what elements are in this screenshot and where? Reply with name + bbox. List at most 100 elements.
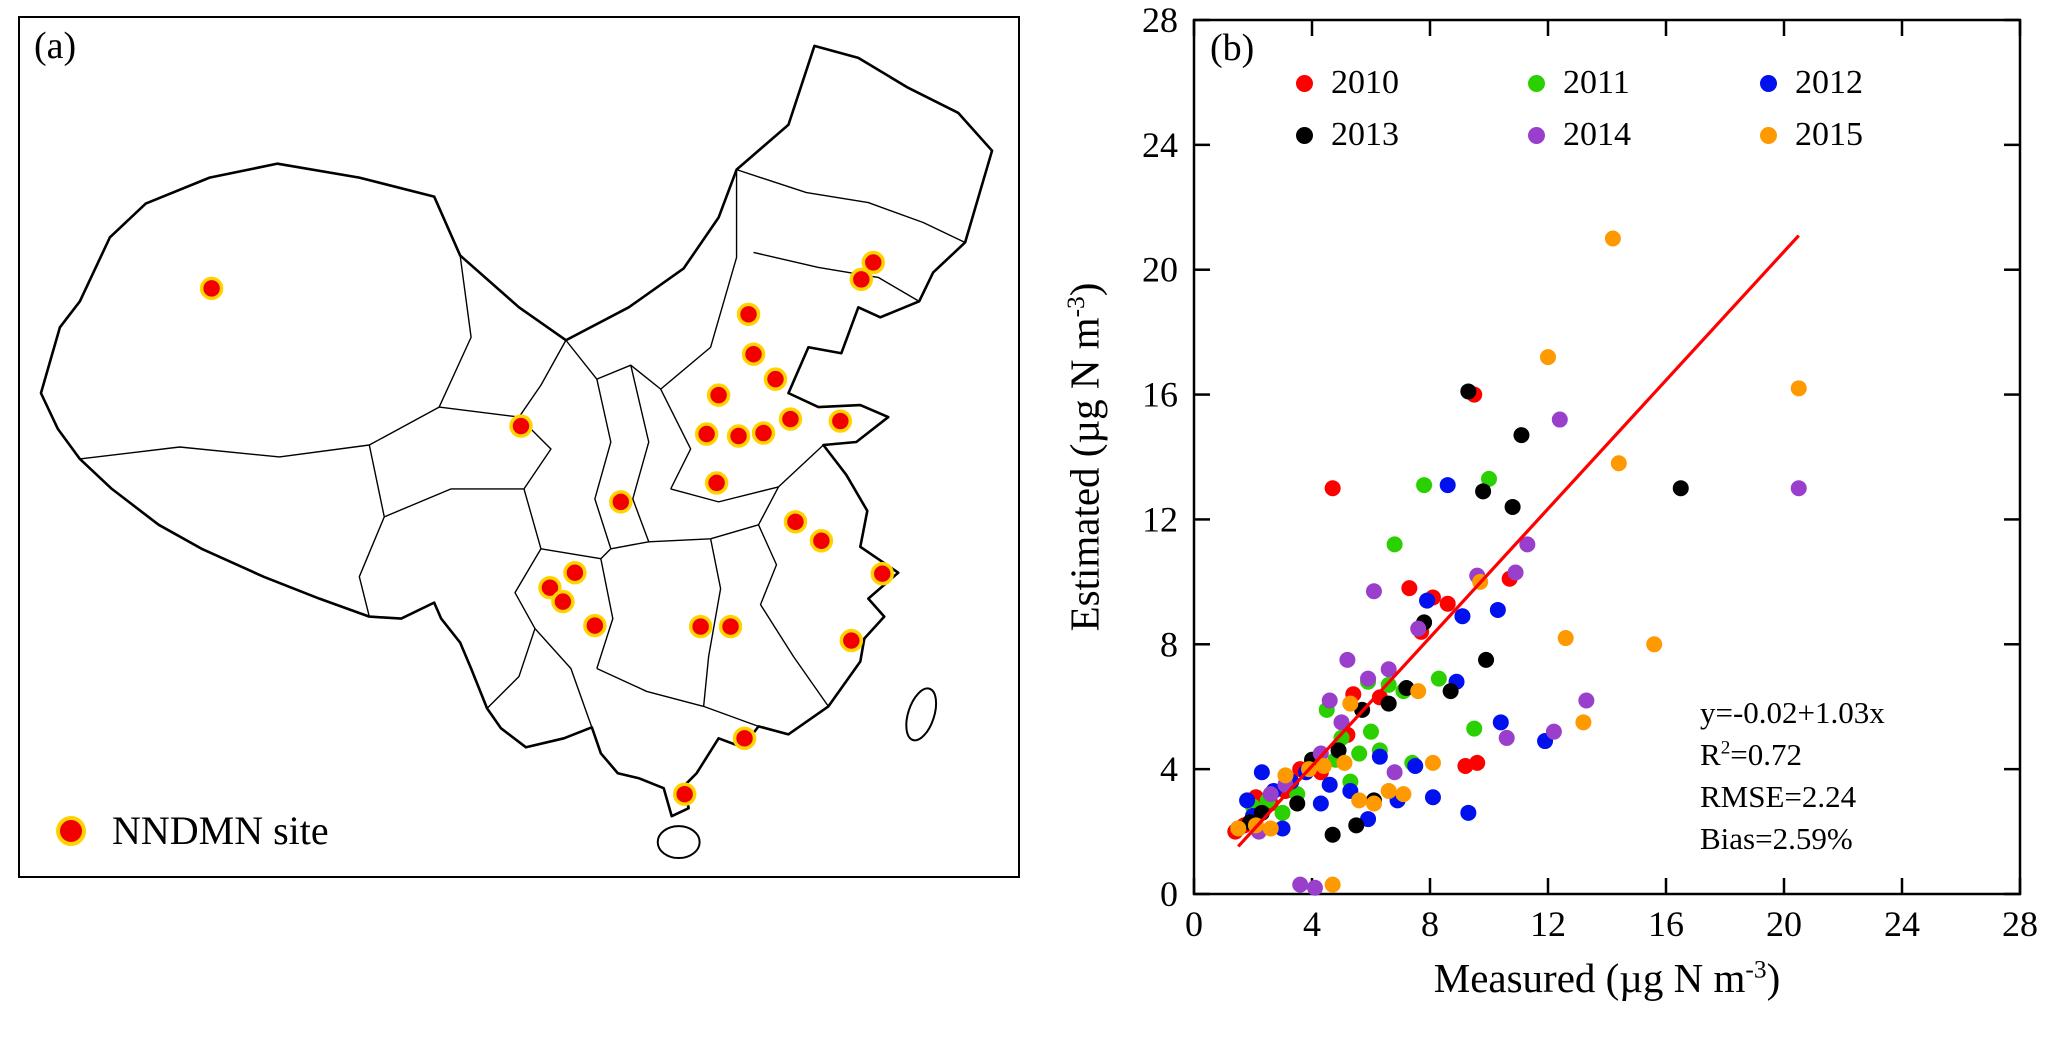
- nndmn-site-marker: [809, 529, 834, 553]
- scatter-point-2011: [1363, 723, 1379, 740]
- scatter-point-2014: [1386, 764, 1403, 781]
- legend-item-2011: 2011: [1528, 64, 1760, 102]
- nndmn-site-marker: [706, 383, 731, 407]
- y-tick-label: 8: [1160, 624, 1178, 664]
- y-tick-label: 16: [1142, 375, 1178, 415]
- x-label-text: Measured (µg N m: [1433, 955, 1746, 1001]
- scatter-point-2014: [1365, 583, 1382, 600]
- scatter-point-2014: [1306, 879, 1323, 896]
- map-legend-label: NNDMN site: [112, 808, 329, 853]
- x-tick-label: 20: [1766, 904, 1802, 944]
- scatter-point-2014: [1339, 651, 1356, 668]
- scatter-point-2014: [1292, 876, 1309, 893]
- province-border: [753, 251, 920, 302]
- scatter-point-2015: [1351, 792, 1368, 809]
- scatter-point-2015: [1410, 683, 1427, 700]
- scatter-point-2010: [1469, 754, 1486, 771]
- y-axis-label: Estimated (µg N m-3): [1061, 20, 1108, 894]
- taiwan-island: [905, 687, 938, 742]
- scatter-point-2012: [1419, 592, 1436, 609]
- x-tick-label: 4: [1303, 904, 1321, 944]
- scatter-point-2012: [1239, 792, 1256, 809]
- province-border: [514, 488, 542, 629]
- province-border: [757, 524, 829, 707]
- scatter-point-2015: [1610, 455, 1627, 472]
- province-border: [702, 538, 722, 707]
- scatter-point-2013: [1460, 383, 1477, 400]
- scatter-point-2011: [1430, 670, 1447, 687]
- scatter-point-2015: [1342, 695, 1359, 712]
- nndmn-site-marker: [704, 471, 729, 495]
- legend-label: 2014: [1563, 116, 1631, 153]
- y-label-text: Estimated (µg N m: [1061, 317, 1108, 632]
- scatter-point-2012: [1407, 758, 1424, 775]
- x-tick-label: 8: [1421, 904, 1439, 944]
- scatter-point-2010: [1324, 480, 1341, 497]
- legend-dot-icon: [1528, 126, 1545, 144]
- scatter-point-2015: [1646, 636, 1663, 653]
- scatter-point-2013: [1504, 498, 1521, 515]
- scatter-point-2015: [1336, 754, 1353, 771]
- scatter-point-2011: [1274, 804, 1291, 821]
- scatter-point-2015: [1380, 782, 1397, 799]
- nndmn-site-marker: [726, 424, 751, 448]
- scatter-point-2015: [1575, 714, 1592, 731]
- scatter-point-2012: [1492, 714, 1509, 731]
- china-map: [39, 44, 994, 860]
- y-tick-label: 20: [1142, 250, 1178, 290]
- province-border: [596, 667, 759, 728]
- nndmn-site-marker: [551, 589, 575, 614]
- scatter-point-2015: [1557, 630, 1574, 647]
- scatter-point-2013: [1513, 427, 1530, 444]
- province-border: [596, 558, 614, 669]
- scatter-point-2015: [1424, 754, 1441, 771]
- scatter-point-2015: [1315, 758, 1332, 775]
- china-outline: [39, 44, 994, 818]
- scatter-point-2010: [1401, 580, 1418, 597]
- province-border: [565, 169, 738, 390]
- scatter-point-2012: [1371, 748, 1388, 765]
- nndmn-site-markers: [199, 250, 894, 806]
- scatter-point-2012: [1360, 811, 1377, 828]
- scatter-point-2015: [1262, 820, 1279, 837]
- nndmn-site-marker: [563, 560, 587, 585]
- scatter-plot: 0 4 8 12 16 20 24 28 0 4 8 12 16 20 24 28: [1142, 0, 2038, 944]
- nndmn-site-marker: [839, 628, 864, 653]
- legend-dot-icon: [1296, 74, 1313, 92]
- scatter-point-2013: [1289, 795, 1306, 812]
- province-border: [518, 339, 567, 418]
- scatter-point-2013: [1324, 826, 1341, 843]
- scatter-point-2015: [1230, 820, 1247, 837]
- province-border: [358, 444, 385, 617]
- nndmn-site-marker: [736, 302, 761, 327]
- scatter-panel: 0 4 8 12 16 20 24 28 0 4 8 12 16 20 24 28 (b) 2010 2011 2…: [1061, 0, 2038, 1001]
- scatter-point-2015: [1395, 786, 1412, 803]
- legend-dot-icon: [1760, 74, 1777, 92]
- scatter-point-2015: [1324, 876, 1341, 893]
- province-border: [486, 628, 536, 709]
- nndmn-site-marker: [538, 575, 562, 600]
- x-label-sup: -3: [1745, 955, 1767, 984]
- scatter-point-2013: [1330, 742, 1347, 759]
- legend-item-2014: 2014: [1528, 116, 1760, 154]
- legend-dot-icon: [1296, 126, 1313, 144]
- rmse-text: RMSE=2.24: [1700, 779, 1857, 815]
- scatter-point-2011: [1333, 729, 1350, 746]
- nndmn-site-marker: [763, 367, 788, 391]
- r-sup: 2: [1720, 737, 1731, 759]
- x-tick-label: 16: [1648, 904, 1684, 944]
- nndmn-site-marker: [732, 726, 757, 751]
- scatter-point-2015: [1604, 230, 1621, 247]
- scatter-point-2012: [1424, 789, 1441, 806]
- legend-label: 2011: [1563, 64, 1630, 101]
- scatter-point-2014: [1498, 729, 1515, 746]
- scatter-point-2012: [1439, 477, 1456, 494]
- panel-a-label: (a): [34, 25, 77, 67]
- scatter-point-2015: [1277, 767, 1294, 784]
- nndmn-site-marker: [849, 267, 874, 292]
- x-tick-label: 0: [1185, 904, 1203, 944]
- scatter-point-2013: [1478, 651, 1495, 668]
- nndmn-site-marker: [509, 414, 533, 438]
- r-label: R: [1700, 737, 1721, 773]
